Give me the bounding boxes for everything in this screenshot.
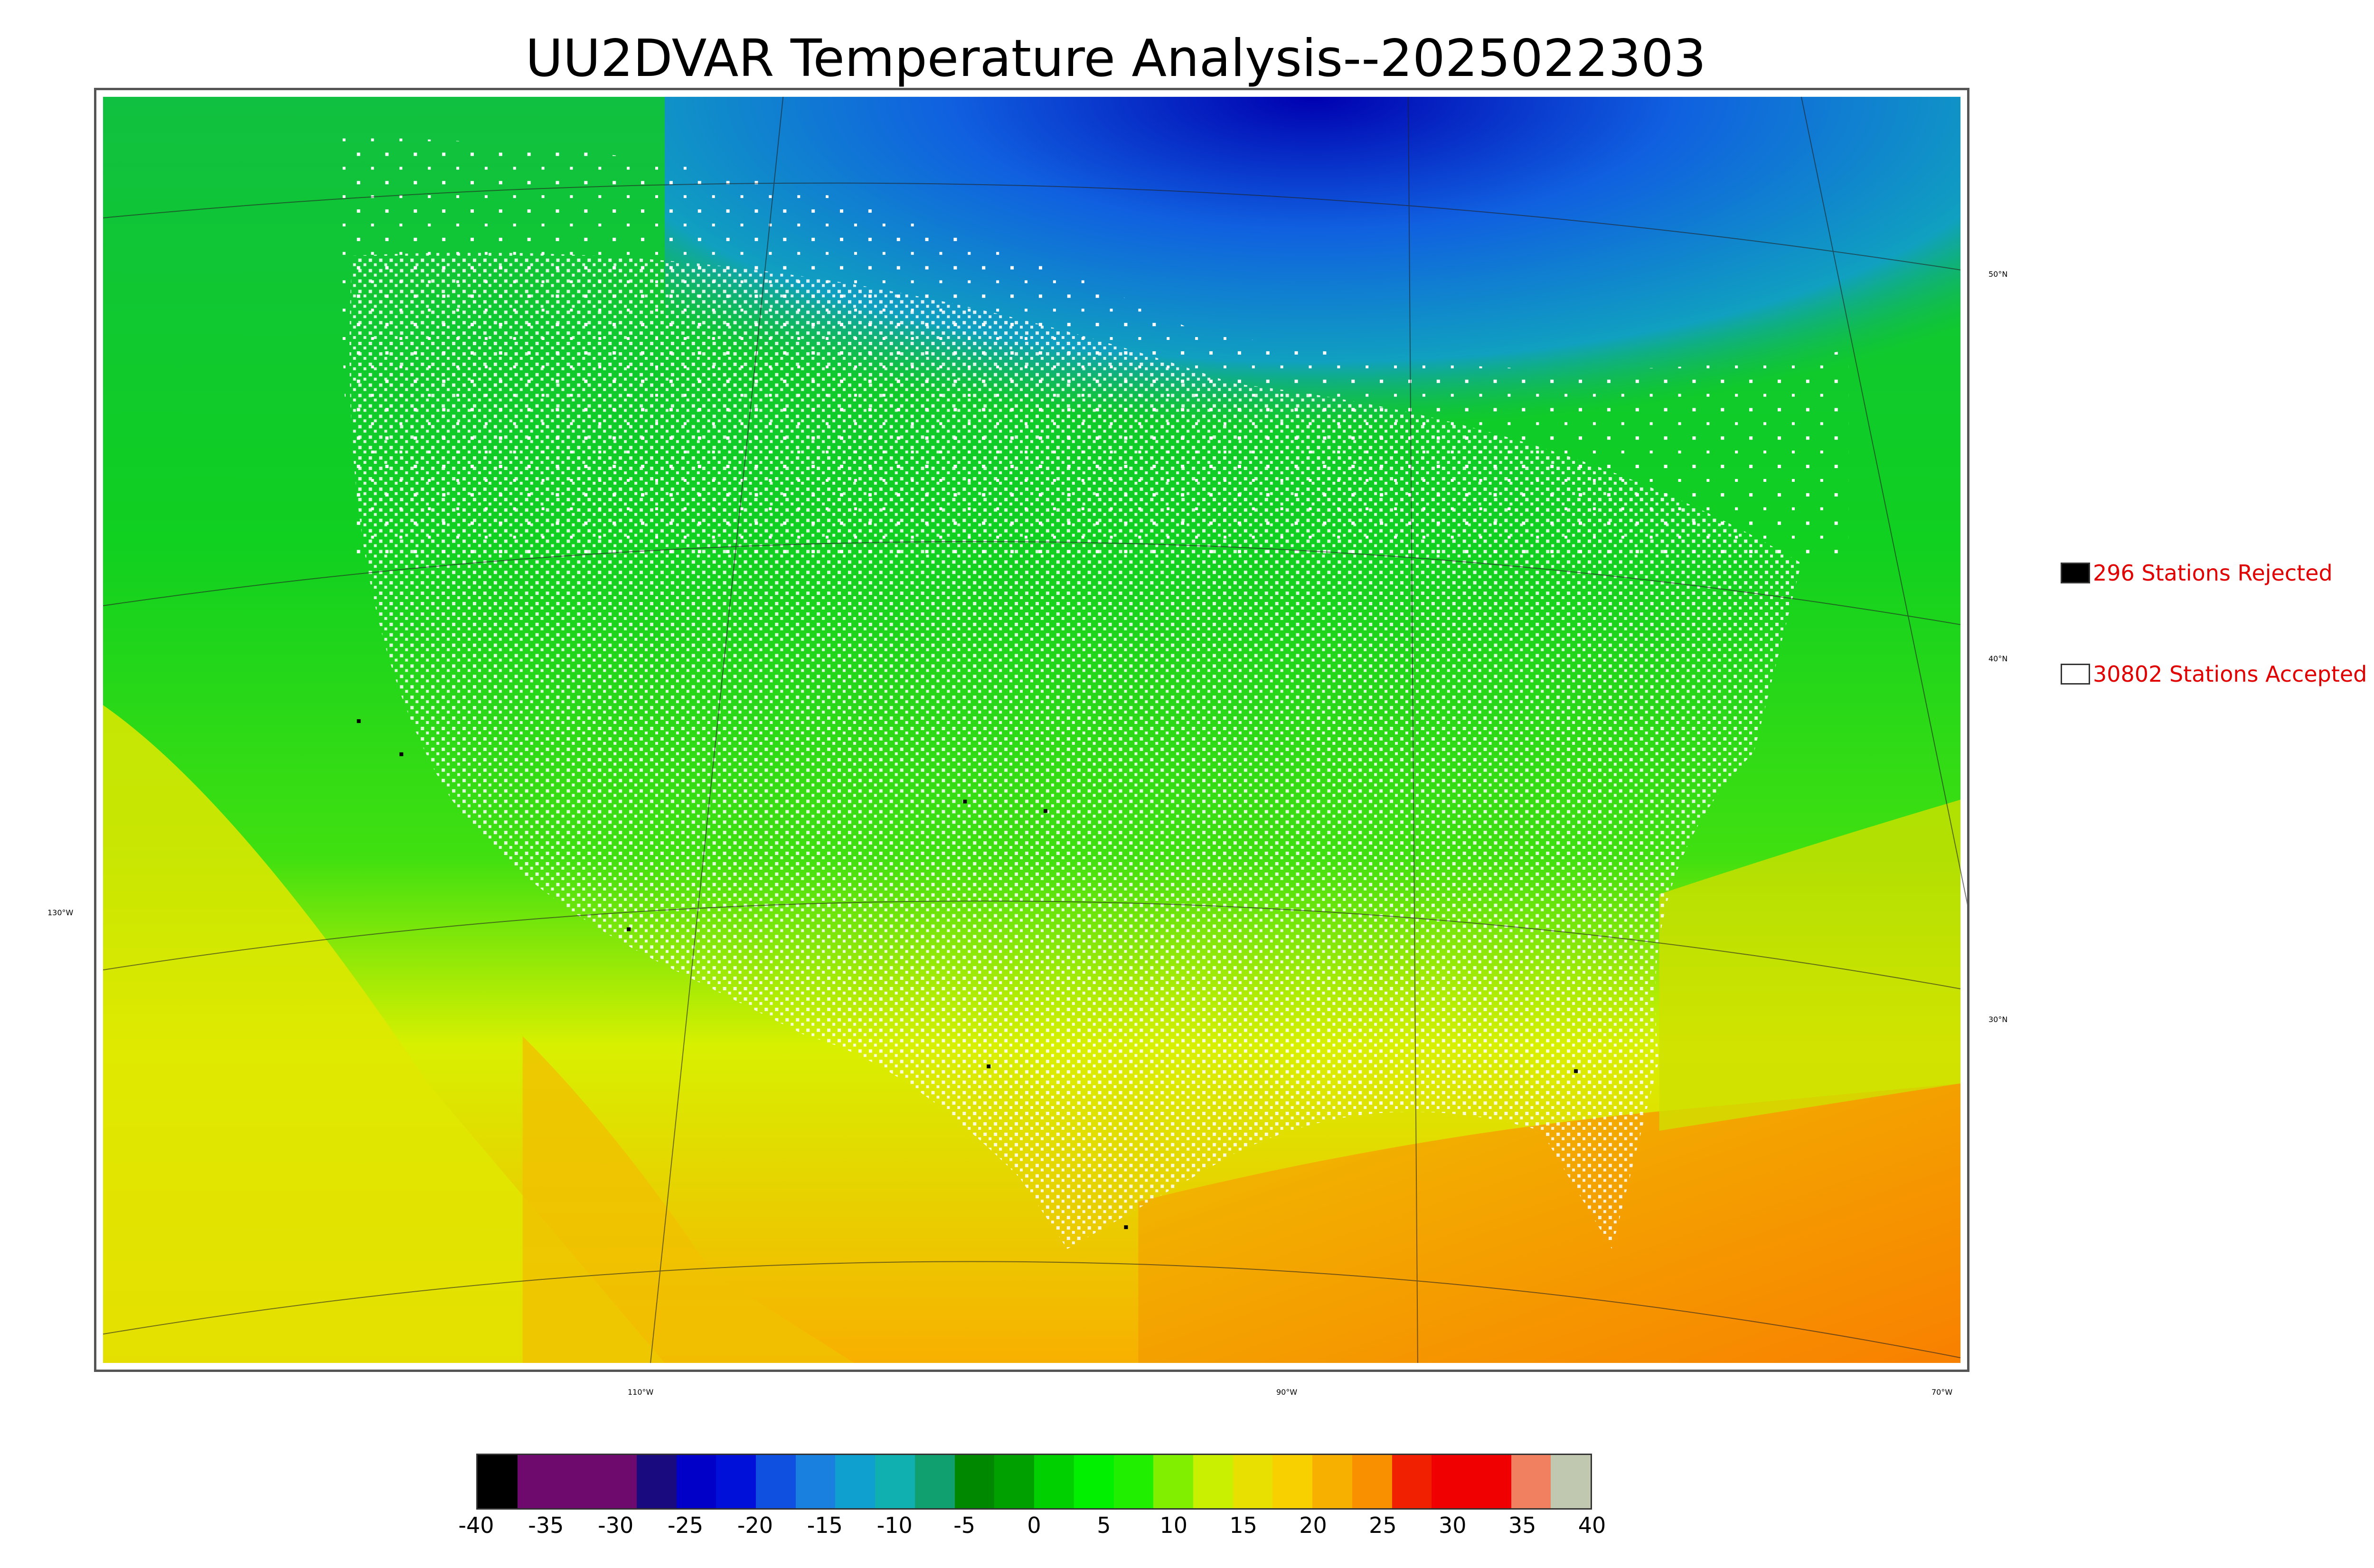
accepted-label: 30802 Stations Accepted [2093, 661, 2367, 687]
accepted-stations-canada [333, 137, 1849, 563]
colorbar-segment [1511, 1455, 1551, 1508]
lon-label-70w: 70°W [1931, 1388, 1953, 1397]
rejected-stations [357, 719, 1578, 1230]
colorbar-segment [994, 1455, 1035, 1508]
colorbar-segment [914, 1455, 955, 1508]
atlantic-warm-region [1659, 799, 1961, 1131]
colorbar-segment [517, 1455, 557, 1508]
colorbar-tick-label: -35 [528, 1512, 564, 1538]
colorbar-tick-label: 10 [1159, 1512, 1188, 1538]
colorbar-segment [1432, 1455, 1471, 1508]
colorbar-segment [716, 1455, 756, 1508]
colorbar-segment [1471, 1455, 1511, 1508]
colorbar-tick-label: -30 [598, 1512, 634, 1538]
colorbar-tick-label: 40 [1578, 1512, 1606, 1538]
lon-label-90w: 90°W [1276, 1388, 1298, 1397]
colorbar [476, 1454, 1592, 1510]
legend-accepted: 30802 Stations Accepted [2061, 661, 2367, 687]
lon-label-110w: 110°W [628, 1388, 654, 1397]
colorbar-segment [597, 1455, 637, 1508]
graticule [103, 96, 1967, 1363]
colorbar-tick-label: 0 [1027, 1512, 1041, 1538]
colorbar-segment [954, 1455, 995, 1508]
colorbar-segment [875, 1455, 915, 1508]
colorbar-segment [478, 1455, 518, 1508]
colorbar-segment [1392, 1455, 1432, 1508]
colorbar-segment [1113, 1455, 1154, 1508]
lat-label-30n: 30°N [1988, 1015, 2008, 1024]
colorbar-tick-label: 20 [1299, 1512, 1327, 1538]
accepted-swatch [2061, 664, 2090, 685]
colorbar-segment [835, 1455, 876, 1508]
colorbar-tick-label: 25 [1369, 1512, 1397, 1538]
colorbar-segment [1272, 1455, 1313, 1508]
colorbar-segment [676, 1455, 716, 1508]
colorbar-tick-label: 30 [1438, 1512, 1467, 1538]
map-graphic [103, 96, 1967, 1363]
temperature-map [94, 88, 1969, 1372]
page-title: UU2DVAR Temperature Analysis--2025022303 [525, 29, 1706, 88]
colorbar-segment [1193, 1455, 1233, 1508]
colorbar-segment [1074, 1455, 1114, 1508]
colorbar-segment [1153, 1455, 1193, 1508]
lat-label-40n: 40°N [1988, 654, 2008, 663]
colorbar-tick-label: -40 [458, 1512, 494, 1538]
colorbar-segment [636, 1455, 677, 1508]
colorbar-segment [557, 1455, 597, 1508]
colorbar-segment [1551, 1455, 1591, 1508]
colorbar-segment [1352, 1455, 1392, 1508]
gulf-warm-region [1138, 1083, 1961, 1363]
colorbar-tick-label: -20 [737, 1512, 773, 1538]
rejected-label: 296 Stations Rejected [2093, 560, 2333, 586]
colorbar-tick-label: 35 [1508, 1512, 1536, 1538]
colorbar-segment [1233, 1455, 1273, 1508]
legend-rejected: 296 Stations Rejected [2061, 560, 2333, 586]
colorbar-segment [756, 1455, 796, 1508]
colorbar-tick-label: -15 [807, 1512, 843, 1538]
colorbar-segment [1034, 1455, 1074, 1508]
colorbar-segment [1312, 1455, 1352, 1508]
colorbar-tick-label: 5 [1097, 1512, 1111, 1538]
colorbar-tick-label: -5 [953, 1512, 976, 1538]
lat-label-50n: 50°N [1988, 270, 2008, 279]
colorbar-segment [795, 1455, 836, 1508]
colorbar-tick-label: 15 [1229, 1512, 1257, 1538]
lon-label-130w: 130°W [47, 908, 74, 917]
rejected-swatch [2061, 563, 2090, 583]
mexico-warm-region [522, 1036, 854, 1363]
colorbar-tick-label: -25 [668, 1512, 704, 1538]
colorbar-tick-label: -10 [876, 1512, 913, 1538]
